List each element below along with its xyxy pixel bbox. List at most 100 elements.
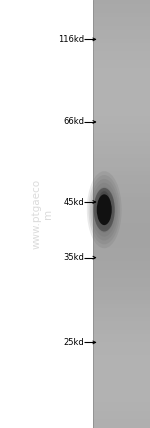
Bar [93,9,150,13]
Bar [93,308,150,312]
Bar [93,265,150,270]
Bar [93,73,150,77]
Bar [93,163,150,167]
Bar [93,347,150,351]
Bar [93,240,150,244]
Bar [93,146,150,150]
Bar [93,137,150,141]
Bar [93,330,150,334]
Bar [93,124,150,128]
Bar [93,304,150,308]
Bar [93,21,150,26]
Ellipse shape [93,187,115,233]
Bar [93,381,150,385]
Bar [93,184,150,188]
Bar [93,175,150,180]
Bar [93,167,150,171]
Bar [93,231,150,235]
Bar [93,210,150,214]
Bar [93,282,150,287]
Bar [93,342,150,347]
Bar [93,424,150,428]
Bar [93,94,150,98]
Ellipse shape [92,183,117,237]
Bar [93,372,150,377]
Bar [93,214,150,218]
Text: 45kd: 45kd [63,197,84,207]
Ellipse shape [88,175,120,244]
Bar [93,364,150,368]
Bar [93,321,150,325]
Ellipse shape [97,194,112,225]
Bar [93,248,150,253]
Bar [93,180,150,184]
Bar [93,398,150,402]
Bar [93,188,150,193]
Bar [93,90,150,94]
Bar [93,171,150,175]
Ellipse shape [99,191,110,210]
Bar [93,253,150,257]
Bar [93,193,150,197]
Bar [93,4,150,9]
Bar [93,98,150,103]
Bar [93,334,150,338]
Bar [93,81,150,86]
Text: www.ptgaeco
m: www.ptgaeco m [31,179,53,249]
Bar [93,257,150,261]
Bar [93,377,150,381]
Bar [93,411,150,415]
Bar [93,141,150,146]
Bar [93,103,150,107]
Bar [93,120,150,124]
Bar [93,325,150,330]
Ellipse shape [95,190,113,229]
Bar [93,312,150,317]
Bar [93,300,150,304]
Bar [93,197,150,201]
Text: 25kd: 25kd [63,338,84,347]
Bar [93,223,150,227]
Bar [93,201,150,205]
Bar [93,158,150,163]
Bar [93,218,150,223]
Bar [93,43,150,47]
Bar [93,415,150,419]
Bar [93,150,150,154]
Bar [93,261,150,265]
Bar [93,351,150,355]
Bar [93,128,150,133]
Bar [93,77,150,81]
Bar [93,56,150,60]
Bar [93,30,150,34]
Bar [93,287,150,291]
Bar [93,338,150,342]
Bar [93,278,150,282]
Bar [93,355,150,360]
Ellipse shape [90,179,118,241]
Bar [93,205,150,210]
Bar [93,111,150,116]
Bar [93,64,150,68]
Bar [93,51,150,56]
Bar [93,389,150,394]
Text: 66kd: 66kd [63,117,84,127]
Bar [93,116,150,120]
Bar [93,86,150,90]
Bar [93,133,150,137]
Ellipse shape [94,188,115,232]
Bar [93,270,150,274]
Bar [93,68,150,73]
Bar [93,60,150,64]
Bar [93,295,150,300]
Bar [93,13,150,17]
Bar [93,17,150,21]
Bar [93,394,150,398]
Bar [93,34,150,39]
Bar [93,26,150,30]
Ellipse shape [87,171,122,248]
Bar [93,227,150,231]
Bar [93,47,150,51]
Text: 116kd: 116kd [58,35,84,44]
Bar [93,317,150,321]
